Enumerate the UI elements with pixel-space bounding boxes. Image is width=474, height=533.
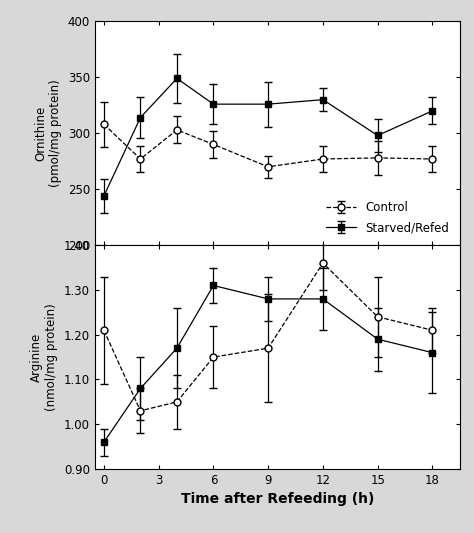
X-axis label: Time after Refeeding (h): Time after Refeeding (h) bbox=[181, 492, 374, 506]
Legend: Control, Starved/Refed: Control, Starved/Refed bbox=[321, 197, 454, 239]
Y-axis label: Ornithine
(pmol/mg protein): Ornithine (pmol/mg protein) bbox=[34, 79, 62, 187]
Y-axis label: Arginine
(nmol/mg protein): Arginine (nmol/mg protein) bbox=[30, 303, 58, 411]
